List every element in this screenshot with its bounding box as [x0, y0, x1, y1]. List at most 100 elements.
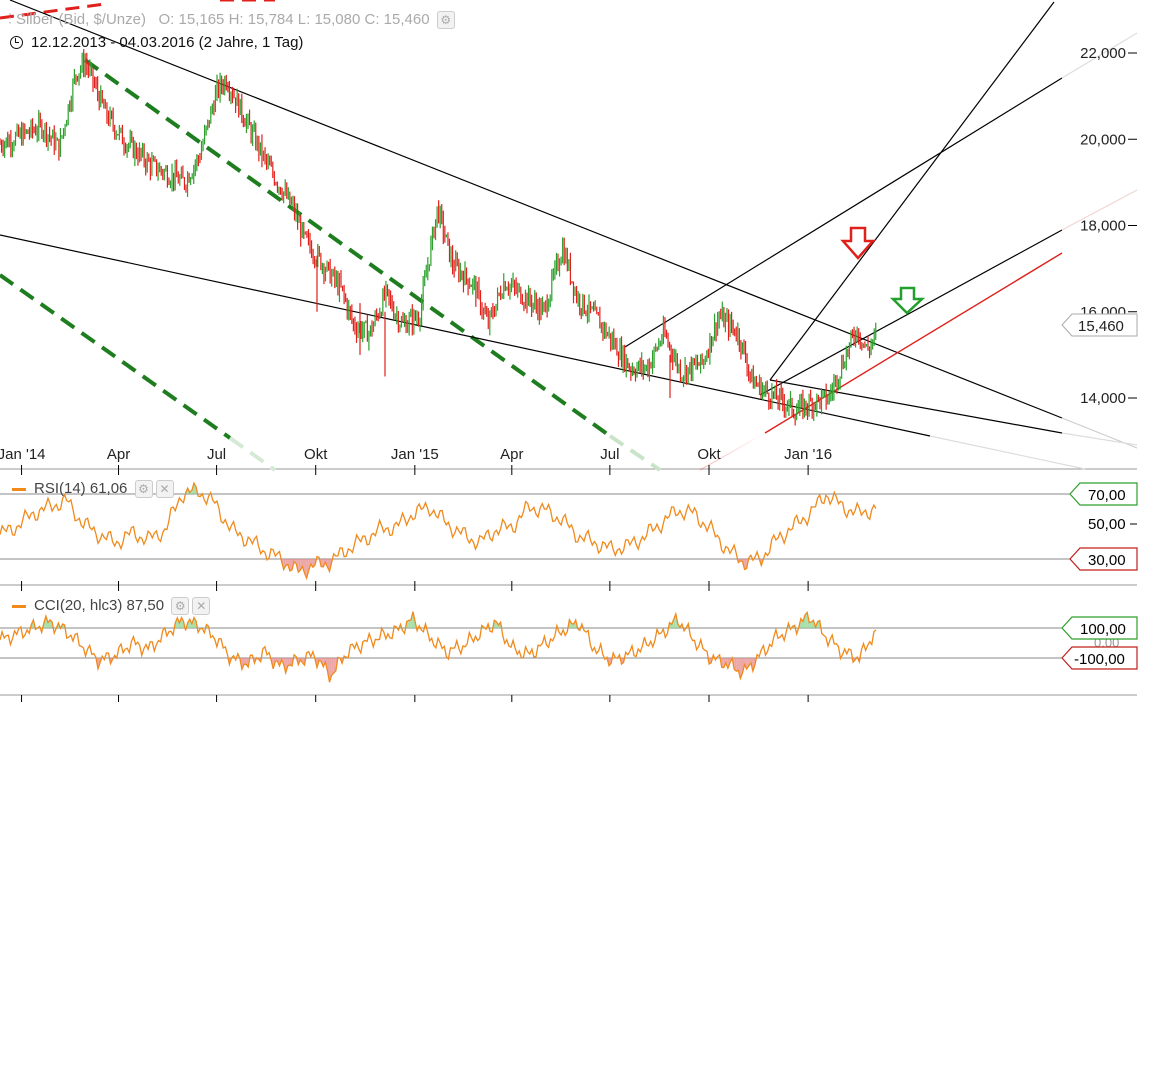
- y-tick-label: 18,000: [1080, 218, 1126, 235]
- rsi-title-text: RSI(14) 61,06: [34, 480, 128, 497]
- x-tick-label: Apr: [107, 446, 130, 463]
- cci-line: [0, 610, 877, 683]
- cci-minus100-badge: [1061, 646, 1138, 670]
- lower-flat-line: [769, 379, 1063, 434]
- time-x-axis: Jan '14 Apr Jul Okt Jan '15 Apr Jul Okt Jan '16: [0, 446, 832, 702]
- uptrend-channel-line: [759, 229, 1063, 396]
- cci-overbought-fill: [809, 621, 812, 628]
- clock-icon: [10, 36, 23, 49]
- green-dashed-channel-lower-fade: [228, 436, 277, 472]
- red-dashed-resistance: [0, 0, 275, 20]
- uptrend-channel-line-fade: [1061, 189, 1138, 231]
- cci-legend-swatch: [12, 604, 26, 608]
- cci-overbought-fill: [494, 620, 497, 628]
- cci-overbought-fill: [187, 619, 190, 628]
- rsi-70-label: 70,00: [1088, 487, 1126, 504]
- cci-100-badge: [1061, 616, 1138, 640]
- cci-close-icon[interactable]: ✕: [192, 597, 211, 616]
- cci-panel: 0,00 100,00 -100,00: [0, 610, 1138, 683]
- last-price-label: 15,460: [1078, 318, 1124, 335]
- cci-overbought-fill: [193, 617, 197, 628]
- trend-lines: [0, 0, 1138, 472]
- cci-oversold-fill: [744, 658, 747, 670]
- rsi-legend-swatch: [12, 487, 26, 491]
- cci-oversold-fill: [287, 658, 290, 666]
- cci-overbought-fill: [408, 620, 411, 628]
- cci-oversold-fill: [721, 658, 724, 668]
- x-tick-label: Jan '14: [0, 446, 46, 463]
- rsi-oversold-fill: [289, 559, 292, 571]
- cci-oversold-fill: [244, 658, 247, 665]
- instrument-header: ⫶ Silber (Bid, $/Unze) O: 15,165 H: 15,7…: [8, 10, 455, 30]
- red-support-line: [764, 252, 1063, 434]
- cci-overbought-fill: [673, 613, 676, 628]
- cci-oversold-fill: [736, 658, 739, 672]
- downtrend-support-fade: [929, 435, 1086, 470]
- rsi-oversold-fill: [321, 559, 324, 567]
- downtrend-support: [0, 234, 931, 437]
- last-price-badge: 15,460: [1061, 313, 1138, 337]
- y-tick-label: 22,000: [1080, 45, 1126, 62]
- cci-oversold-fill: [738, 658, 741, 679]
- rsi-50-label: 50,00: [1088, 516, 1126, 533]
- cci-oversold-fill: [748, 658, 751, 666]
- green-dashed-channel-lower: [0, 273, 232, 440]
- red-support-line-fade: [699, 432, 766, 471]
- rsi-30-badge: [1069, 547, 1138, 571]
- y-tick-label: 14,000: [1080, 390, 1126, 407]
- cci-title: CCI(20, hlc3) 87,50 ⚙ ✕: [12, 597, 211, 616]
- cci-settings-gear-icon[interactable]: ⚙: [171, 597, 190, 616]
- rsi-oversold-fill: [327, 559, 330, 572]
- settings-gear-icon[interactable]: ⚙: [436, 11, 455, 30]
- instrument-name: Silber (Bid, $/Unze): [15, 11, 146, 28]
- x-tick-label: Jul: [207, 446, 226, 463]
- rsi-oversold-fill: [283, 559, 286, 570]
- steep-uptrend-line: [769, 1, 1055, 381]
- sell-signal-arrow: [840, 226, 876, 260]
- rsi-oversold-fill: [300, 559, 303, 571]
- rsi-30-label: 30,00: [1088, 552, 1126, 569]
- cci-100-label: 100,00: [1080, 621, 1126, 638]
- x-tick-label: Jan '16: [784, 446, 832, 463]
- x-tick-label: Okt: [697, 446, 721, 463]
- x-tick-label: Okt: [304, 446, 328, 463]
- x-tick-label: Apr: [500, 446, 523, 463]
- cci-overbought-fill: [669, 622, 672, 628]
- rsi-70-badge: [1069, 482, 1138, 506]
- rsi-panel: 70,00 50,00 30,00: [0, 481, 1138, 581]
- cci-overbought-fill: [805, 612, 808, 628]
- cci-oversold-fill: [302, 658, 305, 666]
- x-tick-label: Jan '15: [391, 446, 439, 463]
- rsi-overbought-fill: [193, 483, 197, 494]
- uptrend-fan-line: [624, 77, 1063, 348]
- downtrend-resistance: [9, 0, 1063, 419]
- cci-oversold-fill: [333, 658, 336, 673]
- candlestick-series: [0, 49, 877, 426]
- green-dashed-channel-upper-fade: [608, 434, 662, 472]
- cci-oversold-fill: [734, 658, 737, 672]
- rsi-close-icon[interactable]: ✕: [155, 480, 174, 499]
- uptrend-fan-line-fade: [1061, 32, 1138, 79]
- rsi-oversold-fill: [310, 559, 313, 568]
- period-line: 12.12.2013 - 04.03.2016 (2 Jahre, 1 Tag): [10, 34, 303, 51]
- ohlc-values: O: 15,165 H: 15,784 L: 15,080 C: 15,460: [158, 11, 430, 28]
- rsi-line: [0, 481, 877, 581]
- cci-overbought-fill: [817, 620, 820, 628]
- rsi-title: RSI(14) 61,06 ⚙ ✕: [12, 480, 174, 499]
- period-text: 12.12.2013 - 04.03.2016 (2 Jahre, 1 Tag): [31, 34, 304, 51]
- cci-minus100-label: -100,00: [1074, 651, 1125, 668]
- rsi-oversold-fill: [306, 559, 309, 579]
- cci-oversold-fill: [289, 658, 292, 666]
- chart-type-icon: ⫶: [8, 10, 12, 28]
- y-tick-label: 20,000: [1080, 131, 1126, 148]
- rsi-settings-gear-icon[interactable]: ⚙: [134, 480, 153, 499]
- x-tick-label: Jul: [600, 446, 619, 463]
- cci-overbought-fill: [181, 617, 184, 628]
- cci-oversold-fill: [331, 658, 334, 676]
- green-dashed-channel-upper: [83, 58, 612, 438]
- buy-signal-arrow: [889, 286, 926, 315]
- lower-flat-line-fade: [1061, 432, 1138, 446]
- cci-title-text: CCI(20, hlc3) 87,50: [34, 597, 165, 614]
